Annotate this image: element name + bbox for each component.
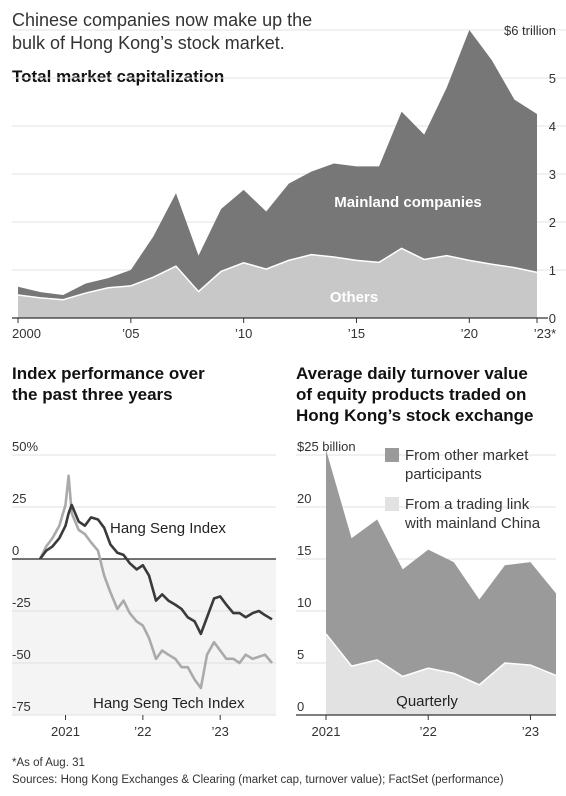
y-tick-label: 0	[12, 543, 19, 558]
y-tick-label: 1	[549, 263, 556, 278]
legend-trading-link-line-2: with mainland China	[404, 515, 541, 532]
label-others: Others	[330, 289, 378, 306]
x-tick-label: 2000	[12, 326, 41, 341]
legend-other-participants-line-2: participants	[405, 466, 482, 483]
turnover-y-axis: $25 billion 20 15 10 5 0	[297, 439, 356, 714]
label-hang-seng-tech-index: Hang Seng Tech Index	[93, 695, 245, 712]
y-tick-label: 25	[12, 491, 26, 506]
area-trading-link	[326, 633, 556, 715]
index-lines	[38, 474, 273, 690]
y-tick-label: 4	[549, 119, 556, 134]
area-boundary-line	[325, 633, 557, 686]
area-others	[18, 248, 537, 318]
label-hang-seng-index: Hang Seng Index	[110, 520, 226, 537]
footnote-asof: *As of Aug. 31	[12, 757, 85, 769]
y-tick-label: 0	[549, 311, 556, 326]
y-tick-label: $25 billion	[297, 439, 356, 454]
x-tick-label: 2021	[312, 724, 341, 739]
market-cap-x-axis: 2000 ’05 ’10 ’15 ’20 ’23*	[12, 318, 556, 341]
index-performance-title-line-2: the past three years	[12, 385, 173, 404]
x-tick-label: ’23	[212, 724, 229, 739]
market-cap-y-axis: $6 trillion 5 4 3 2 1 0	[504, 23, 556, 326]
y-tick-label: -25	[12, 595, 31, 610]
x-tick-label: ’23	[522, 724, 539, 739]
index-y-axis: 50% 25 0 -25 -50 -75	[12, 439, 38, 714]
x-tick-label: ’20	[461, 326, 478, 341]
y-tick-label: 0	[297, 699, 304, 714]
turnover-quarterly-label: Quarterly	[396, 693, 458, 710]
x-tick-label: ’23*	[534, 326, 556, 341]
x-tick-label: ’22	[134, 724, 151, 739]
y-tick-label: 10	[297, 595, 311, 610]
headline-line-2: bulk of Hong Kong’s stock market.	[12, 33, 285, 53]
y-tick-label: 20	[297, 491, 311, 506]
turnover-x-axis: 2021 ’22 ’23	[312, 715, 539, 739]
y-tick-label: 5	[549, 71, 556, 86]
line-hang-seng-index	[38, 503, 273, 636]
legend-swatch-trading-link	[385, 497, 399, 511]
x-tick-label: 2021	[51, 724, 80, 739]
y-tick-label: -75	[12, 699, 31, 714]
turnover-areas	[296, 449, 557, 716]
turnover-title-line-3: Hong Kong’s stock exchange	[296, 406, 533, 425]
market-cap-areas	[12, 30, 548, 319]
area-boundary-line	[17, 247, 538, 301]
market-cap-title: Total market capitalization	[12, 67, 224, 86]
index-performance-title-line-1: Index performance over	[12, 364, 205, 383]
x-tick-label: ’15	[348, 326, 365, 341]
y-tick-label: 15	[297, 543, 311, 558]
turnover-title-line-1: Average daily turnover value	[296, 364, 528, 383]
y-tick-label: 50%	[12, 439, 38, 454]
x-tick-label: ’05	[122, 326, 139, 341]
y-tick-label: 2	[549, 215, 556, 230]
y-tick-label: 3	[549, 167, 556, 182]
headline-line-1: Chinese companies now make up the	[12, 10, 312, 30]
legend-trading-link-line-1: From a trading link	[405, 496, 530, 513]
area-other-participants	[326, 449, 556, 685]
x-tick-label: ’22	[420, 724, 437, 739]
y-tick-label: -50	[12, 647, 31, 662]
y-tick-label: 5	[297, 647, 304, 662]
index-negative-region	[12, 559, 276, 715]
index-gridlines	[12, 454, 276, 716]
turnover-title-line-2: of equity products traded on	[296, 385, 526, 404]
label-mainland-companies: Mainland companies	[334, 194, 482, 211]
y-tick-label: $6 trillion	[504, 23, 556, 38]
area-mainland-companies	[18, 30, 537, 300]
line-hang-seng-tech-index	[38, 474, 273, 690]
x-tick-label: ’10	[235, 326, 252, 341]
index-x-axis: 2021 ’22 ’23	[51, 715, 229, 739]
negative-shading	[12, 559, 276, 715]
legend-swatch-other-participants	[385, 448, 399, 462]
legend-other-participants-line-1: From other market	[405, 447, 529, 464]
footnote-sources: Sources: Hong Kong Exchanges & Clearing …	[12, 774, 504, 786]
